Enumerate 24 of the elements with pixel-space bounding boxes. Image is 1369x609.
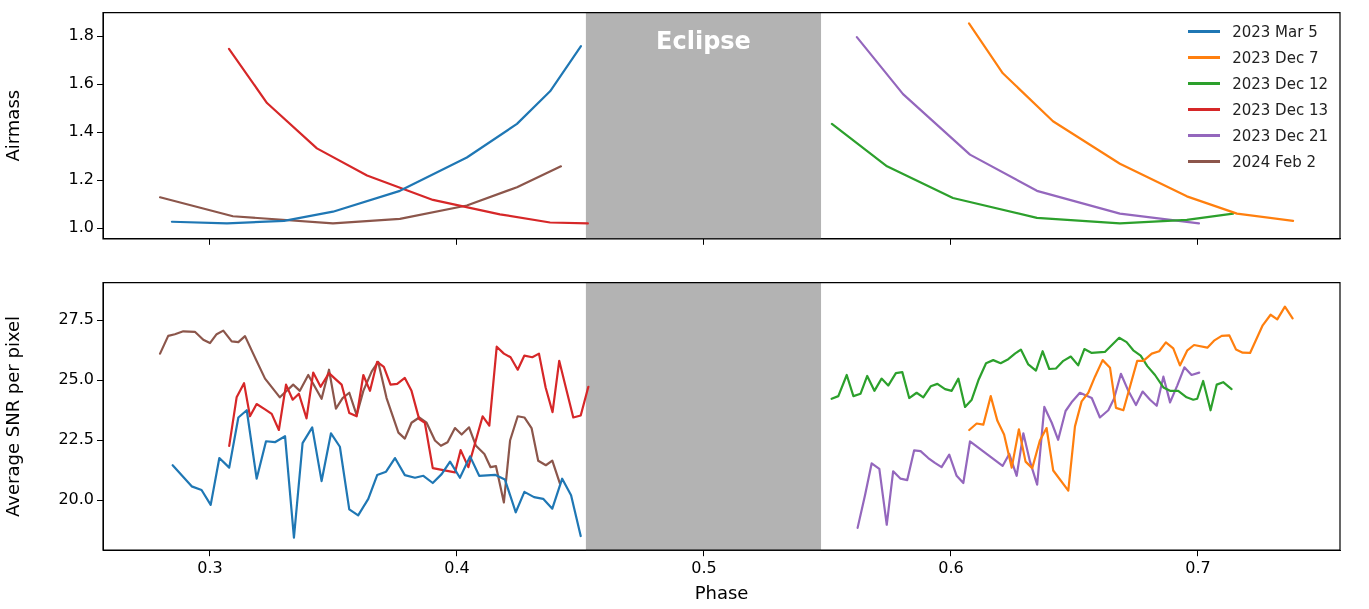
y-tick-label: 1.4	[68, 121, 94, 141]
y-tick-label: 1.6	[68, 73, 94, 93]
y-tick-label: 25.0	[58, 369, 94, 389]
y-axis-title: Airmass	[2, 89, 24, 162]
x-tick-label: 0.4	[444, 557, 470, 577]
y-tick-label: 27.5	[58, 309, 94, 329]
band-label: Eclipse	[656, 26, 751, 55]
y-tick-label: 22.5	[58, 429, 94, 449]
x-tick-label: 0.5	[691, 557, 717, 577]
legend-label: 2023 Mar 5	[1232, 21, 1318, 43]
legend-label: 2023 Dec 13	[1232, 99, 1328, 121]
y-tick-label: 20.0	[58, 489, 94, 509]
legend-label: 2023 Dec 21	[1232, 125, 1328, 147]
x-tick-label: 0.6	[938, 557, 964, 577]
x-tick-label: 0.7	[1185, 557, 1211, 577]
x-axis-title: Phase	[694, 581, 749, 603]
legend-label: 2023 Dec 7	[1232, 47, 1319, 69]
y-tick-label: 1.2	[68, 169, 94, 189]
legend-label: 2024 Feb 2	[1232, 151, 1316, 173]
y-tick-label: 1.8	[68, 25, 94, 45]
legend-label: 2023 Dec 12	[1232, 73, 1328, 95]
y-axis-title: Average SNR per pixel	[2, 315, 24, 517]
y-tick-label: 1.0	[68, 217, 94, 237]
x-tick-label: 0.3	[197, 557, 223, 577]
